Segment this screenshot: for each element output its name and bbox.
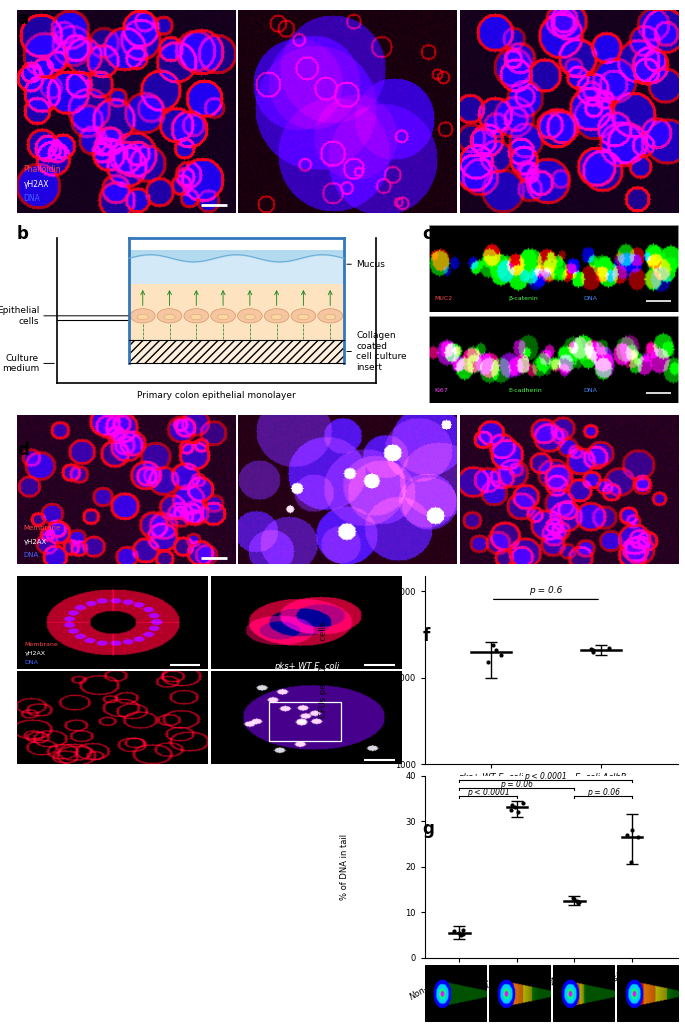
Point xyxy=(568,891,579,907)
Ellipse shape xyxy=(190,314,202,320)
Text: Primary colon epithelial monolayer: Primary colon epithelial monolayer xyxy=(137,391,296,399)
Text: p < 0.0001: p < 0.0001 xyxy=(466,787,510,797)
Text: e: e xyxy=(17,627,29,645)
Point xyxy=(603,640,614,656)
Point xyxy=(588,643,599,659)
Text: DNA: DNA xyxy=(584,388,597,392)
Title: Non-infected: Non-infected xyxy=(86,567,140,576)
Text: γH2AX: γH2AX xyxy=(24,180,49,189)
Text: DNA: DNA xyxy=(24,552,39,558)
Title: pks+ WT E. coli: pks+ WT E. coli xyxy=(308,0,388,9)
Y-axis label: % of DNA in tail: % of DNA in tail xyxy=(340,834,349,900)
Text: Membrane: Membrane xyxy=(24,525,61,531)
Bar xyxy=(269,702,341,741)
Point xyxy=(506,797,517,813)
Point xyxy=(572,893,583,909)
Text: b: b xyxy=(17,225,29,243)
Text: Mucus: Mucus xyxy=(356,260,385,268)
Ellipse shape xyxy=(291,309,316,323)
Point xyxy=(588,642,599,658)
Title: pks+ WT E. coli: pks+ WT E. coli xyxy=(274,662,340,671)
Point xyxy=(495,647,506,664)
Point xyxy=(632,829,643,845)
Ellipse shape xyxy=(245,314,256,320)
Point xyxy=(622,827,633,843)
Point xyxy=(509,799,520,815)
Title: E. coli ΔclbR: E. coli ΔclbR xyxy=(537,404,601,413)
Point xyxy=(482,654,493,671)
Text: p < 0.0001: p < 0.0001 xyxy=(524,772,567,781)
Ellipse shape xyxy=(318,309,342,323)
Point xyxy=(458,922,469,938)
Title: Non-infected: Non-infected xyxy=(93,0,160,9)
Text: β-catenin: β-catenin xyxy=(509,296,538,301)
Ellipse shape xyxy=(137,314,149,320)
Ellipse shape xyxy=(218,314,229,320)
Point xyxy=(453,925,464,941)
Text: g: g xyxy=(423,820,434,838)
Ellipse shape xyxy=(130,309,155,323)
Text: DNA: DNA xyxy=(24,194,40,203)
Point xyxy=(586,641,597,657)
Point xyxy=(449,923,460,939)
Point xyxy=(456,927,466,943)
Point xyxy=(512,804,523,820)
Ellipse shape xyxy=(325,314,336,320)
Text: γH2AX: γH2AX xyxy=(24,539,47,545)
Y-axis label: CFUs per 100,000 cells: CFUs per 100,000 cells xyxy=(319,621,328,718)
Ellipse shape xyxy=(157,309,182,323)
Point xyxy=(506,802,516,818)
Point xyxy=(517,795,528,811)
Text: c: c xyxy=(423,225,432,243)
Text: Collagen
coated
cell culture
insert: Collagen coated cell culture insert xyxy=(356,331,407,372)
Ellipse shape xyxy=(184,309,209,323)
Text: E-cadherin: E-cadherin xyxy=(509,388,543,392)
Bar xyxy=(129,284,344,340)
Point xyxy=(458,926,469,942)
Text: DNA: DNA xyxy=(25,660,38,666)
Text: MUC2: MUC2 xyxy=(434,296,452,301)
Title: Non-infected: Non-infected xyxy=(93,404,160,413)
Ellipse shape xyxy=(164,314,175,320)
Title: E. coli ΔclbR: E. coli ΔclbR xyxy=(281,567,333,576)
Bar xyxy=(129,340,344,363)
Ellipse shape xyxy=(238,309,262,323)
Text: a: a xyxy=(17,10,28,28)
Text: p = 0.6: p = 0.6 xyxy=(530,586,562,595)
Text: Epithelial
cells: Epithelial cells xyxy=(0,307,39,325)
Ellipse shape xyxy=(211,309,236,323)
Text: Culture
medium: Culture medium xyxy=(2,354,39,374)
Text: γH2AX: γH2AX xyxy=(25,651,46,656)
Title: E. coli ΔclbR: E. coli ΔclbR xyxy=(537,0,601,9)
Text: d: d xyxy=(17,441,29,458)
Text: p = 0.06: p = 0.06 xyxy=(587,787,620,797)
Point xyxy=(572,895,583,911)
Text: Phalloidin: Phalloidin xyxy=(24,165,62,174)
Text: Ki67: Ki67 xyxy=(434,388,447,392)
Point xyxy=(488,637,499,653)
Ellipse shape xyxy=(271,314,282,320)
Text: f: f xyxy=(423,627,430,645)
Ellipse shape xyxy=(298,314,309,320)
Ellipse shape xyxy=(264,309,289,323)
Text: p = 0.06: p = 0.06 xyxy=(500,780,534,789)
Point xyxy=(490,642,501,658)
Bar xyxy=(129,251,344,284)
Point xyxy=(574,894,585,910)
Point xyxy=(569,891,580,907)
Text: Membrane: Membrane xyxy=(25,642,58,647)
Point xyxy=(627,821,638,838)
Point xyxy=(625,853,636,870)
Text: DNA: DNA xyxy=(584,296,597,301)
Title: pks+ WT E. coli: pks+ WT E. coli xyxy=(308,404,388,413)
